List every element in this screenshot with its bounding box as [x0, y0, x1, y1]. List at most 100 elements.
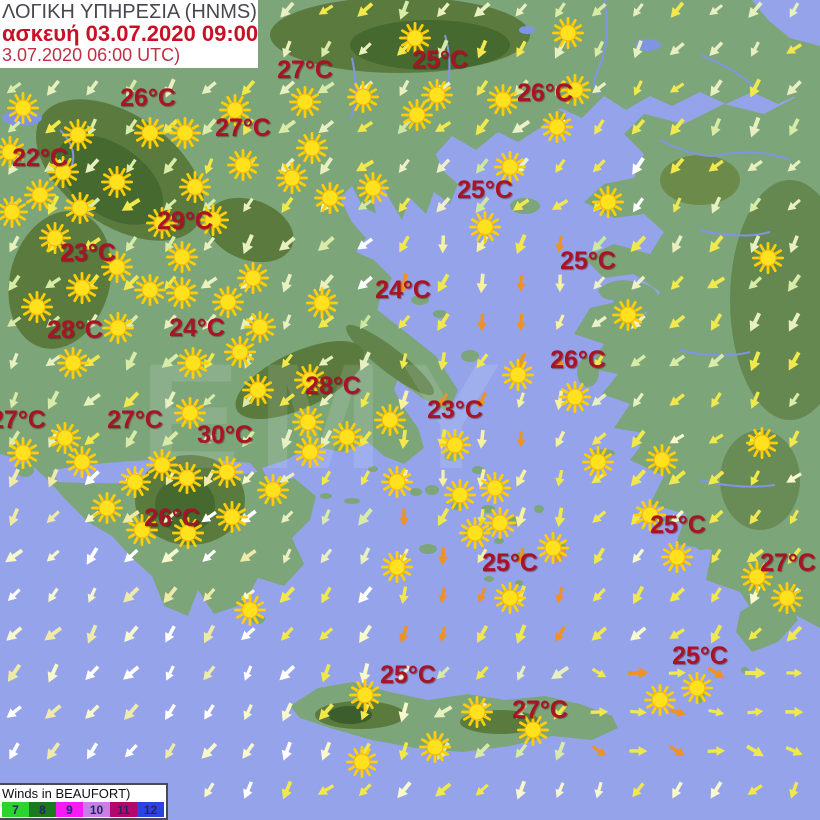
wind-arrow-icon — [117, 660, 144, 686]
wind-arrow-icon — [743, 347, 766, 376]
wind-arrow-icon — [239, 662, 257, 684]
wind-arrow-icon — [626, 271, 650, 295]
wind-arrow-icon — [514, 312, 528, 333]
wind-arrow-icon — [627, 193, 649, 217]
wind-arrow-icon — [0, 621, 27, 647]
wind-arrow-icon — [238, 701, 258, 724]
temperature-label: 23°C — [60, 239, 116, 268]
wind-arrow-icon — [236, 739, 259, 764]
sun-icon — [212, 286, 244, 318]
wind-arrow-icon — [588, 272, 610, 294]
wind-arrow-icon — [397, 506, 411, 528]
wind-arrow-icon — [587, 155, 610, 178]
wind-arrow-icon — [551, 584, 569, 607]
wind-arrow-icon — [742, 0, 768, 24]
wind-arrow-icon — [40, 272, 65, 295]
wind-arrow-icon — [586, 0, 611, 22]
temperature-label: 28°C — [47, 316, 103, 345]
wind-arrow-icon — [155, 543, 184, 570]
wind-arrow-icon — [395, 427, 413, 452]
wind-arrow-icon — [550, 779, 569, 802]
wind-arrow-icon — [471, 780, 493, 801]
wind-arrow-icon — [473, 466, 491, 491]
wind-arrow-icon — [745, 705, 766, 719]
wind-arrow-icon — [278, 545, 296, 567]
wind-arrow-icon — [196, 271, 222, 295]
wind-arrow-icon — [551, 505, 569, 530]
wind-arrow-icon — [590, 779, 608, 802]
wind-arrow-icon — [512, 389, 530, 411]
wind-arrow-icon — [705, 388, 727, 412]
wind-arrow-icon — [664, 350, 689, 373]
wind-arrow-icon — [783, 232, 804, 257]
wind-arrow-icon — [80, 76, 103, 101]
wind-arrow-icon — [705, 744, 727, 758]
wind-arrow-icon — [393, 232, 415, 257]
wind-arrow-icon — [160, 662, 179, 685]
wind-arrow-icon — [316, 467, 336, 490]
sun-icon — [296, 132, 328, 164]
wind-arrow-icon — [627, 389, 648, 412]
wind-arrow-icon — [705, 193, 726, 218]
sun-icon — [347, 81, 379, 113]
wind-arrow-icon — [665, 271, 688, 295]
wind-arrow-icon — [706, 704, 727, 720]
wind-arrow-icon — [353, 38, 376, 61]
wind-arrow-icon — [588, 115, 610, 139]
wind-arrow-icon — [782, 38, 806, 60]
wind-arrow-icon — [355, 467, 375, 490]
wind-arrow-icon — [198, 584, 220, 607]
sun-icon — [64, 192, 96, 224]
wind-arrow-icon — [431, 154, 455, 179]
wind-arrow-icon — [743, 665, 768, 681]
temperature-label: 25°C — [457, 176, 513, 205]
wind-arrow-icon — [354, 779, 376, 801]
temperature-label: 24°C — [375, 276, 431, 305]
wind-arrow-icon — [510, 0, 531, 21]
wind-arrow-icon — [784, 0, 804, 22]
wind-arrow-icon — [352, 620, 378, 649]
wind-arrow-icon — [589, 37, 609, 61]
wind-arrow-icon — [783, 195, 805, 216]
wind-arrow-icon — [665, 231, 688, 258]
wind-arrow-icon — [742, 739, 769, 763]
wind-arrow-icon — [3, 232, 25, 257]
wind-arrow-icon — [783, 427, 805, 452]
sun-icon — [479, 472, 511, 504]
wind-arrow-icon — [238, 194, 258, 217]
temperature-label: 27°C — [512, 696, 568, 725]
sun-icon — [244, 311, 276, 343]
sun-icon — [469, 211, 501, 243]
island-lesbos — [598, 280, 658, 315]
wind-arrow-icon — [780, 621, 807, 648]
wind-arrow-icon — [275, 193, 298, 218]
wind-arrow-icon — [624, 464, 651, 493]
wind-arrow-icon — [394, 622, 414, 647]
wind-arrow-icon — [237, 778, 258, 803]
wind-arrow-icon — [664, 388, 689, 412]
wind-arrow-icon — [781, 347, 806, 376]
wind-arrow-icon — [352, 271, 377, 296]
wind-arrow-icon — [625, 350, 650, 373]
sun-icon — [134, 274, 166, 306]
sun-icon — [234, 594, 266, 626]
wind-arrow-icon — [353, 195, 376, 216]
wind-arrow-icon — [39, 699, 66, 726]
wind-arrow-icon — [80, 738, 103, 764]
wind-arrow-icon — [510, 503, 532, 532]
wind-arrow-icon — [274, 388, 299, 412]
wind-arrow-icon — [1, 701, 26, 724]
wind-arrow-icon — [396, 350, 412, 372]
wind-arrow-icon — [665, 740, 690, 762]
wind-arrow-icon — [79, 427, 104, 451]
wind-arrow-icon — [435, 585, 451, 606]
wind-arrow-icon — [2, 464, 26, 492]
wind-arrow-icon — [553, 272, 567, 294]
wind-arrow-icon — [274, 0, 299, 24]
wind-arrow-icon — [315, 738, 337, 765]
wind-arrow-icon — [473, 584, 491, 607]
wind-arrow-icon — [550, 311, 569, 334]
wind-arrow-icon — [276, 738, 298, 765]
wind-arrow-icon — [431, 504, 455, 531]
wind-arrow-icon — [353, 347, 377, 376]
